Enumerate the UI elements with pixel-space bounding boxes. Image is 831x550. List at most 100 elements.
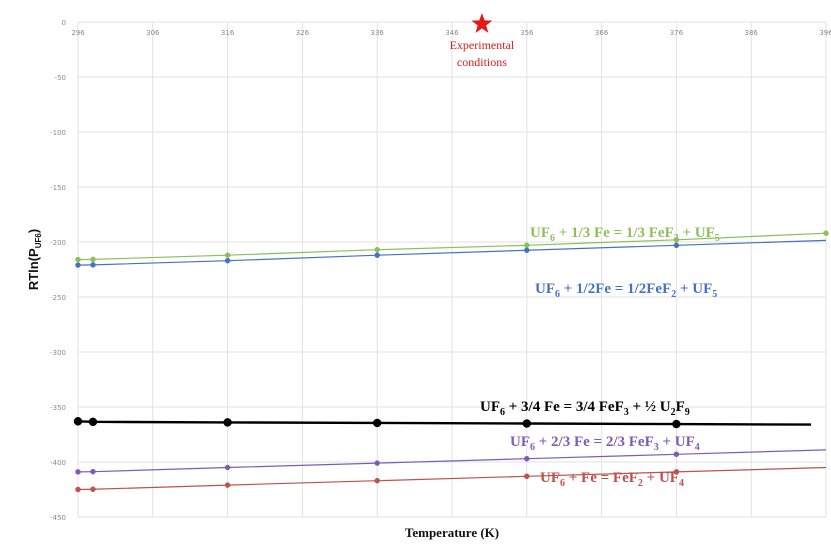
series-label-subscript: 3: [674, 233, 679, 244]
data-point: [90, 486, 96, 493]
annotation-line2: conditions: [457, 55, 507, 69]
data-point: [90, 256, 96, 263]
y-tick-label: -300: [50, 349, 66, 357]
data-point: [75, 469, 81, 475]
x-tick-label: 346: [445, 29, 459, 37]
y-axis-title-subscript: UF6: [34, 233, 43, 249]
series-label: UF6 + 3/4 Fe = 3/4 FeF3 + ½ U2F9: [480, 399, 690, 418]
series-label-text: UF: [535, 281, 555, 297]
y-tick-label: -50: [55, 74, 66, 82]
series-label-text: UF: [530, 225, 550, 241]
data-point: [673, 451, 680, 458]
data-point: [524, 242, 530, 249]
y-tick-label: 0: [62, 19, 66, 27]
y-axis-title-main: RTln(P: [26, 248, 41, 290]
series-label-subscript: 3: [654, 442, 659, 453]
series-label-text: + 3/4 Fe = 3/4 FeF: [505, 399, 624, 415]
annotation-line1: Experimental: [450, 38, 515, 52]
x-tick-label: 366: [595, 29, 609, 37]
y-axis-title: RTln(PUF6): [26, 229, 43, 290]
y-tick-label: -100: [50, 129, 66, 137]
series-1: [75, 239, 827, 268]
y-tick-label: -250: [50, 294, 66, 302]
series-label-text: + 1/3 Fe = 1/3 FeF: [555, 225, 674, 241]
data-point: [524, 455, 530, 462]
data-point: [524, 247, 530, 253]
data-point: [223, 418, 232, 427]
series-label-subscript: 4: [695, 442, 700, 453]
series-label-subscript: 5: [715, 233, 720, 244]
series-label-text: + Fe = FeF: [565, 470, 638, 486]
series-label-subscript: 6: [530, 442, 535, 453]
data-point: [90, 468, 96, 475]
series-label-text: UF: [540, 470, 560, 486]
data-point: [673, 242, 680, 249]
series-label-subscript: 2: [671, 407, 676, 418]
data-point: [90, 262, 96, 268]
data-point: [374, 246, 380, 253]
x-tick-label: 356: [520, 29, 534, 37]
series-label-subscript: 2: [638, 478, 643, 489]
series-label: UF6 + 2/3 Fe = 2/3 FeF3 + UF4: [510, 434, 700, 453]
x-tick-label: 296: [71, 29, 85, 37]
y-tick-label: -400: [50, 459, 66, 467]
series-0: [75, 230, 829, 263]
series-label-text: + UF: [659, 434, 695, 450]
y-axis-title-close: ): [26, 229, 41, 233]
data-point: [374, 477, 380, 484]
data-point: [75, 256, 81, 263]
data-point: [673, 469, 680, 475]
series-label: UF6 + Fe = FeF2 + UF4: [540, 470, 684, 489]
data-point: [224, 482, 231, 488]
series-label: UF6 + 1/2Fe = 1/2FeF2 + UF5: [535, 281, 717, 300]
data-point: [374, 460, 380, 466]
series-label-subscript: 6: [550, 233, 555, 244]
x-tick-label: 386: [745, 29, 759, 37]
data-point: [374, 252, 380, 258]
data-point: [673, 237, 680, 243]
series-2: [73, 417, 812, 429]
annotation: Experimental conditions: [450, 13, 515, 69]
data-point: [224, 257, 231, 264]
series-label-subscript: 6: [500, 407, 505, 418]
data-point: [73, 417, 83, 426]
data-point: [224, 252, 231, 258]
series-label-subscript: 5: [712, 289, 717, 300]
series-layer: [73, 230, 829, 493]
series-label-text: + ½ U: [629, 399, 671, 415]
y-tick-label: -350: [50, 404, 66, 412]
data-point: [224, 464, 231, 471]
series-label-text: + UF: [679, 225, 715, 241]
series-label-text: + UF: [676, 281, 712, 297]
series-label-text: + 2/3 Fe = 2/3 FeF: [535, 434, 654, 450]
x-tick-label: 376: [670, 29, 684, 37]
data-point: [823, 230, 829, 236]
grid: [77, 21, 827, 518]
x-tick-label: 316: [221, 29, 235, 37]
data-point: [524, 473, 530, 480]
series-label-text: UF: [480, 399, 500, 415]
star-icon: [471, 13, 493, 33]
x-tick-label: 326: [296, 29, 310, 37]
data-point: [522, 419, 532, 428]
x-tick-label: 306: [146, 29, 160, 37]
series-label-subscript: 4: [679, 478, 684, 489]
series-label-text: UF: [510, 434, 530, 450]
x-tick-label: 396: [819, 29, 831, 37]
data-point: [372, 418, 382, 428]
data-point: [75, 486, 81, 493]
data-point: [672, 419, 681, 429]
x-tick-label: 336: [371, 29, 385, 37]
data-point: [88, 417, 98, 427]
x-axis-title: Temperature (K): [405, 525, 499, 540]
series-3: [75, 449, 827, 475]
series-label-subscript: 3: [624, 407, 629, 418]
y-tick-label: -200: [50, 239, 66, 247]
y-tick-label: -450: [50, 514, 66, 522]
series-label: UF6 + 1/3 Fe = 1/3 FeF3 + UF5: [530, 225, 720, 244]
series-label-text: F: [676, 399, 685, 415]
